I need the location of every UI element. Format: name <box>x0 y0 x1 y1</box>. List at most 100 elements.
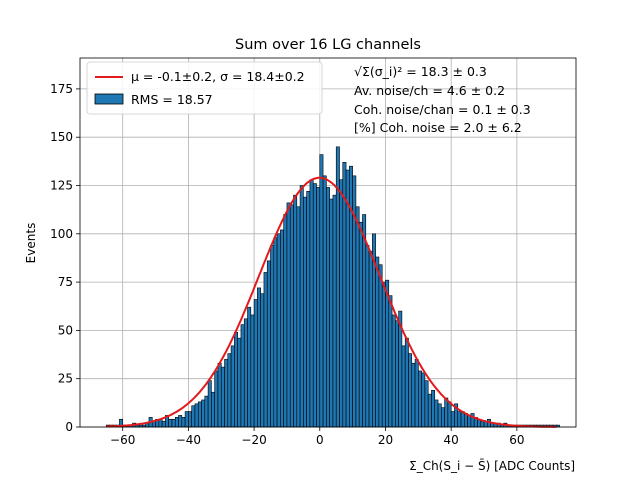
histogram-bar <box>243 318 248 428</box>
histogram-bar <box>296 206 301 428</box>
annotation-coh-noise-chan: Coh. noise/chan = 0.1 ± 0.3 <box>354 102 531 117</box>
histogram-bar <box>237 337 242 428</box>
histogram-bar <box>234 332 238 428</box>
x-tick-label: −60 <box>110 433 135 447</box>
histogram-bar <box>197 401 202 428</box>
histogram-bar <box>345 169 350 428</box>
y-tick-label: 125 <box>50 179 73 193</box>
histogram-bar <box>365 245 370 428</box>
histogram-bar <box>447 401 452 428</box>
histogram-bar <box>299 185 304 428</box>
histogram-bar <box>431 389 436 428</box>
histogram-bar <box>441 407 445 428</box>
histogram-bar <box>273 237 278 428</box>
histogram-bar <box>247 306 252 428</box>
y-tick-label: 175 <box>50 82 73 96</box>
histogram-bar <box>467 415 472 428</box>
histogram-bar <box>253 299 258 428</box>
legend-hist-swatch <box>94 93 124 105</box>
histogram-bar <box>450 411 455 428</box>
histogram-bar <box>408 353 413 428</box>
x-tick-label: 60 <box>509 433 524 447</box>
histogram-bar <box>464 413 468 428</box>
legend-hist-label: RMS = 18.57 <box>131 92 213 107</box>
histogram-bar <box>270 245 275 428</box>
histogram-bar <box>207 380 212 428</box>
histogram-bar <box>395 320 399 428</box>
grid <box>80 58 576 428</box>
y-tick-label: 50 <box>58 323 73 337</box>
histogram-bar <box>385 279 390 428</box>
histogram-bars <box>105 146 560 428</box>
histogram-bar <box>250 314 255 428</box>
histogram-bar <box>404 337 409 428</box>
histogram-bar <box>283 214 288 428</box>
histogram-bar <box>217 362 222 428</box>
histogram-bar <box>342 162 347 428</box>
histogram-bar <box>286 202 291 428</box>
y-tick-label: 0 <box>65 420 73 434</box>
histogram-bar <box>214 370 219 428</box>
histogram-bar <box>211 391 215 428</box>
y-tick-label: 75 <box>58 275 73 289</box>
histogram-bar <box>188 411 192 428</box>
histogram-bar <box>171 418 176 428</box>
histogram-bar <box>266 260 271 428</box>
x-axis-ticks: −60 −40 −20 0 20 40 60 <box>110 427 525 447</box>
histogram-bar <box>427 393 432 428</box>
histogram-bar <box>181 417 186 428</box>
histogram-bar <box>362 214 367 428</box>
legend-box <box>86 61 323 115</box>
histogram-bar <box>424 380 429 428</box>
histogram-bar <box>411 362 416 428</box>
histogram-bar <box>368 250 373 428</box>
y-tick-label: 100 <box>50 227 73 241</box>
histogram-bar <box>168 418 173 428</box>
x-tick-label: 0 <box>316 433 324 447</box>
x-tick-label: −40 <box>176 433 201 447</box>
x-tick-label: 20 <box>378 433 393 447</box>
legend: μ = -0.1±0.2, σ = 18.4±0.2 RMS = 18.57 <box>86 61 323 115</box>
x-axis-label: Σ_Ch(S_i − S̄) [ADC Counts] <box>409 459 575 473</box>
histogram-bar <box>201 399 206 428</box>
histogram-bar <box>457 411 462 428</box>
chart-title: Sum over 16 LG channels <box>235 37 421 53</box>
histogram-bar <box>306 191 311 428</box>
histogram-bar <box>204 395 209 428</box>
histogram-bar <box>437 403 442 428</box>
legend-fit-label: μ = -0.1±0.2, σ = 18.4±0.2 <box>131 69 305 84</box>
histogram-bar <box>178 415 183 428</box>
histogram-bar <box>444 397 449 428</box>
histogram-bar <box>257 287 261 428</box>
histogram-bar <box>280 229 284 428</box>
y-axis-ticks: 0 25 50 75 100 125 150 175 <box>50 82 80 434</box>
y-tick-label: 150 <box>50 130 73 144</box>
y-axis-label: Events <box>24 223 38 264</box>
histogram-bar <box>276 233 281 428</box>
y-tick-label: 25 <box>58 372 73 386</box>
histogram-bar <box>434 399 439 428</box>
gaussian-fit-line <box>106 176 557 428</box>
histogram-bar <box>191 405 196 428</box>
annotation-coh-noise-pct: [%] Coh. noise = 2.0 ± 6.2 <box>354 120 522 135</box>
histogram-bar <box>378 264 383 428</box>
stats-annotations: √Σ(σ_i)² = 18.3 ± 0.3 Av. noise/ch = 4.6… <box>354 64 531 135</box>
histogram-bar <box>220 366 225 428</box>
x-tick-label: 40 <box>444 433 459 447</box>
histogram-bar <box>224 359 229 428</box>
x-tick-label: −20 <box>241 433 266 447</box>
histogram-bar <box>303 196 307 428</box>
histogram-bar <box>230 345 235 428</box>
histogram-bar <box>401 345 406 428</box>
histogram-bar <box>194 403 199 428</box>
histogram-bar <box>316 187 321 428</box>
histogram-bar <box>227 353 232 428</box>
histogram-bar <box>339 179 344 428</box>
histogram-bar <box>332 194 337 428</box>
histogram-bar <box>375 256 380 428</box>
annotation-avg-noise: Av. noise/ch = 4.6 ± 0.2 <box>354 83 505 98</box>
histogram-bar <box>161 420 166 428</box>
histogram-bar <box>319 154 324 428</box>
annotation-quadrature-sum: √Σ(σ_i)² = 18.3 ± 0.3 <box>354 64 487 79</box>
